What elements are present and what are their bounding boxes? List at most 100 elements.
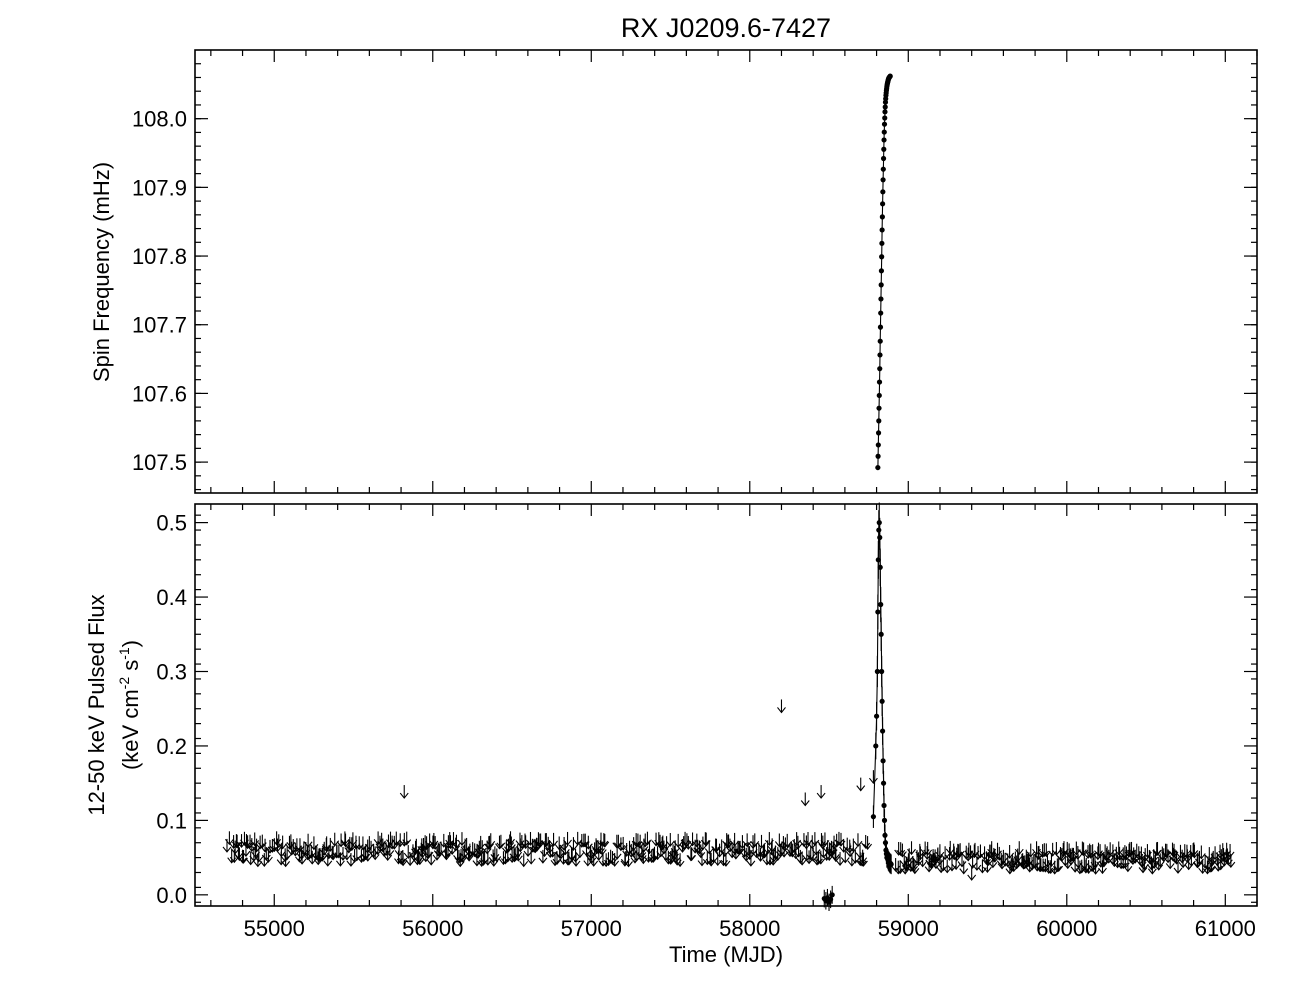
- upper-limit-arrow: [485, 835, 494, 850]
- upper-limit-head: [687, 854, 697, 862]
- upper-limit-arrow: [980, 846, 989, 861]
- upper-limit-head: [1043, 861, 1052, 868]
- x-tick-label: 58000: [719, 916, 780, 941]
- upper-limit-head: [816, 858, 826, 865]
- upper-limit-arrow: [1222, 848, 1232, 863]
- upper-limit-arrow: [618, 836, 628, 851]
- upper-limit-head: [966, 853, 975, 860]
- upper-limit-arrow: [538, 849, 548, 864]
- upper-limit-head: [1168, 855, 1178, 862]
- upper-limit-arrow: [825, 842, 834, 857]
- upper-limit-head: [552, 858, 562, 866]
- upper-limit-head: [340, 839, 350, 846]
- upper-limit-arrow: [1162, 843, 1172, 858]
- upper-limit-head: [1088, 851, 1098, 859]
- spin-frequency-point: [880, 189, 886, 195]
- upper-limit-head: [391, 839, 401, 846]
- upper-limit-arrow: [559, 836, 569, 851]
- upper-limit-head: [780, 845, 790, 852]
- upper-limit-arrow: [982, 859, 992, 874]
- upper-limit-head: [472, 852, 482, 860]
- upper-limit-arrow: [1089, 857, 1098, 872]
- upper-limit-head: [1054, 865, 1064, 873]
- upper-limit-arrow: [683, 835, 693, 850]
- upper-limit-arrow: [709, 849, 719, 864]
- upper-limit-head: [1140, 855, 1150, 862]
- detection-point: [829, 885, 835, 904]
- upper-limit-arrow: [486, 833, 496, 848]
- upper-limit-head: [224, 838, 234, 846]
- upper-limit-head: [618, 844, 628, 851]
- upper-limit-head: [816, 792, 826, 799]
- upper-limit-arrow: [750, 833, 760, 848]
- upper-limit-arrow: [687, 847, 697, 862]
- spin-frequency-panel: Spin Frequency (mHz) 107.5 107.6 107.7 1…: [89, 49, 1258, 494]
- upper-limit-head: [720, 850, 730, 857]
- x-tick-labels: 55000 56000 57000 58000 59000 60000 6100…: [244, 916, 1256, 941]
- upper-limit-head: [938, 865, 948, 872]
- upper-limit-arrow: [1222, 842, 1232, 857]
- upper-limit-head: [253, 861, 263, 868]
- upper-limit-head: [818, 851, 828, 859]
- upper-limit-head: [1099, 861, 1109, 868]
- upper-limit-head: [567, 855, 577, 862]
- spin-frequency-point: [887, 73, 893, 79]
- upper-limit-arrow: [563, 851, 573, 866]
- upper-limit-head: [840, 857, 850, 864]
- upper-limit-arrow: [724, 834, 734, 849]
- upper-limit-arrow: [659, 840, 669, 855]
- upper-limit-arrow: [816, 850, 826, 865]
- upper-limit-arrow: [662, 836, 672, 851]
- upper-limit-head: [1014, 848, 1024, 856]
- upper-limit-arrow: [704, 840, 714, 855]
- upper-limit-head: [1087, 865, 1097, 873]
- upper-limit-arrow: [1149, 855, 1159, 869]
- upper-limit-arrow: [462, 837, 472, 852]
- x-tick-label: 55000: [244, 916, 305, 941]
- upper-limit-head: [334, 852, 344, 859]
- top-y-tick-label: 107.8: [132, 244, 187, 269]
- upper-limit-arrow: [968, 854, 978, 869]
- upper-limit-arrow: [282, 846, 292, 861]
- upper-limit-arrow: [746, 852, 756, 867]
- upper-limit-head: [735, 848, 745, 855]
- upper-limit-head: [724, 842, 734, 849]
- upper-limit-arrow: [386, 831, 395, 846]
- upper-limit-arrow: [295, 838, 305, 853]
- upper-limit-head: [1162, 851, 1172, 858]
- upper-limit-head: [868, 777, 878, 785]
- upper-limit-head: [1155, 861, 1165, 868]
- upper-limit-head: [1114, 849, 1124, 856]
- upper-limit-arrow: [1014, 853, 1024, 868]
- upper-limit-arrow: [1130, 849, 1140, 864]
- upper-limit-head: [473, 852, 483, 859]
- spin-frequency-point: [880, 155, 887, 162]
- spin-frequency-point: [882, 109, 888, 115]
- spin-frequency-series: [875, 73, 893, 471]
- upper-limit-arrow: [626, 843, 636, 858]
- upper-limit-arrow: [473, 844, 483, 859]
- spin-frequency-point: [877, 338, 883, 344]
- unit-prefix: (keV cm: [118, 689, 143, 770]
- upper-limit-arrow: [957, 853, 967, 868]
- upper-limit-arrow: [519, 853, 529, 868]
- upper-limit-head: [1052, 866, 1062, 873]
- upper-limit-arrow: [1014, 841, 1024, 856]
- upper-limit-arrow: [549, 832, 558, 847]
- upper-limit-head: [683, 843, 693, 850]
- upper-limit-head: [1014, 860, 1024, 868]
- upper-limit-head: [492, 856, 502, 863]
- upper-limit-arrow: [324, 845, 334, 860]
- upper-limit-arrow: [918, 853, 928, 868]
- upper-limit-arrow: [1153, 841, 1162, 856]
- upper-limit-head: [1159, 855, 1169, 863]
- upper-limit-head: [472, 860, 482, 867]
- upper-limit-head: [513, 851, 523, 859]
- upper-limit-head: [597, 849, 607, 856]
- upper-limit-arrow: [1139, 856, 1149, 871]
- upper-limit-arrow: [1038, 844, 1048, 858]
- upper-limit-head: [468, 849, 478, 856]
- upper-limit-head: [985, 852, 995, 859]
- upper-limit-head: [777, 707, 786, 714]
- upper-limit-head: [345, 844, 355, 851]
